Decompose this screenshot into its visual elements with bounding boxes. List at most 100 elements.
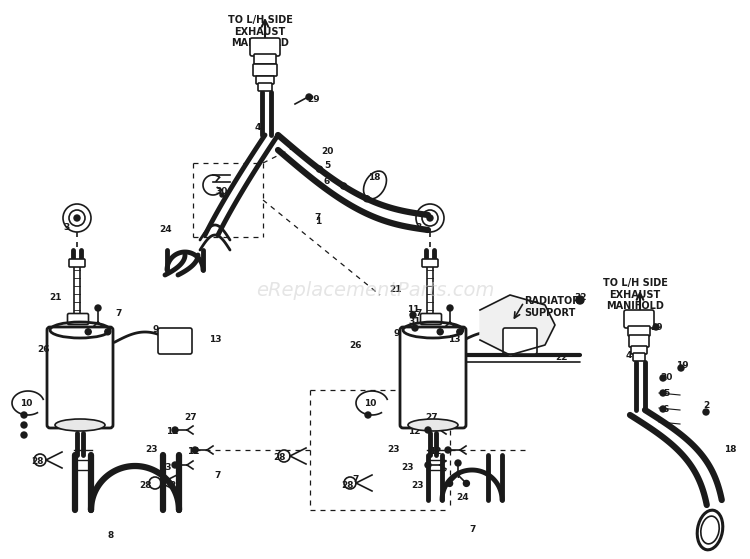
Circle shape <box>306 94 312 100</box>
FancyBboxPatch shape <box>422 259 438 267</box>
Text: 28: 28 <box>140 481 152 490</box>
Text: 20: 20 <box>660 373 672 382</box>
Text: 18: 18 <box>368 173 380 182</box>
Text: 23: 23 <box>170 481 182 490</box>
Circle shape <box>653 324 659 330</box>
FancyBboxPatch shape <box>256 76 274 84</box>
Text: 23: 23 <box>388 446 400 454</box>
Text: 23: 23 <box>400 463 413 472</box>
Circle shape <box>678 365 684 371</box>
FancyBboxPatch shape <box>400 327 466 428</box>
Text: 26: 26 <box>350 340 362 349</box>
Circle shape <box>172 462 178 468</box>
FancyBboxPatch shape <box>258 83 272 91</box>
FancyBboxPatch shape <box>421 314 442 325</box>
Text: 19: 19 <box>676 361 688 369</box>
Text: 30: 30 <box>216 187 228 197</box>
Text: 7: 7 <box>214 471 221 480</box>
Text: 13: 13 <box>448 335 460 344</box>
Text: 10: 10 <box>364 400 376 409</box>
Circle shape <box>95 305 101 311</box>
Ellipse shape <box>55 419 105 431</box>
Text: 12: 12 <box>408 428 420 437</box>
FancyBboxPatch shape <box>633 353 645 361</box>
Circle shape <box>445 447 451 453</box>
Text: 2: 2 <box>703 401 709 410</box>
Polygon shape <box>480 295 555 355</box>
Text: 3: 3 <box>416 224 422 233</box>
Circle shape <box>410 312 416 318</box>
Text: 21: 21 <box>390 286 402 295</box>
Text: 4: 4 <box>255 124 261 132</box>
Text: 31: 31 <box>409 318 422 326</box>
Circle shape <box>660 390 666 396</box>
FancyBboxPatch shape <box>250 38 280 56</box>
FancyBboxPatch shape <box>47 327 113 428</box>
Circle shape <box>365 412 371 418</box>
Text: 32: 32 <box>574 293 587 302</box>
Text: 27: 27 <box>184 414 197 423</box>
Text: 22: 22 <box>555 353 567 362</box>
Circle shape <box>427 215 433 221</box>
Circle shape <box>464 480 470 486</box>
Text: 8: 8 <box>108 532 114 541</box>
Text: 23: 23 <box>159 463 171 472</box>
Text: 29: 29 <box>308 96 320 105</box>
FancyBboxPatch shape <box>68 314 88 325</box>
Text: 24: 24 <box>160 225 172 234</box>
Text: 12: 12 <box>187 448 200 457</box>
Text: 3: 3 <box>63 224 69 233</box>
Text: 28: 28 <box>32 457 44 467</box>
Circle shape <box>21 422 27 428</box>
Circle shape <box>340 183 346 189</box>
Circle shape <box>21 412 27 418</box>
Text: 11: 11 <box>406 306 419 315</box>
Text: 1: 1 <box>315 217 321 226</box>
FancyBboxPatch shape <box>254 54 276 64</box>
Circle shape <box>220 193 224 197</box>
FancyBboxPatch shape <box>253 64 277 76</box>
Circle shape <box>105 329 111 335</box>
Text: RADIATOR
SUPPORT: RADIATOR SUPPORT <box>524 296 580 318</box>
Text: 23: 23 <box>146 446 158 454</box>
FancyBboxPatch shape <box>503 328 537 354</box>
Text: 7: 7 <box>352 476 359 485</box>
Circle shape <box>447 305 453 311</box>
Circle shape <box>21 432 27 438</box>
FancyBboxPatch shape <box>624 310 654 328</box>
Text: 27: 27 <box>426 414 438 423</box>
Text: 12: 12 <box>166 428 178 437</box>
Circle shape <box>172 427 178 433</box>
Circle shape <box>437 329 443 335</box>
Text: 28: 28 <box>342 481 354 490</box>
FancyBboxPatch shape <box>629 335 649 347</box>
Text: 9: 9 <box>394 329 400 338</box>
Circle shape <box>660 406 666 412</box>
Circle shape <box>316 166 322 172</box>
Text: 28: 28 <box>274 453 286 462</box>
Text: 4: 4 <box>626 350 632 359</box>
Circle shape <box>86 329 92 335</box>
Text: 7: 7 <box>456 471 462 480</box>
Text: 13: 13 <box>209 335 221 344</box>
Text: 23: 23 <box>412 481 424 490</box>
Circle shape <box>425 462 431 468</box>
Text: 24: 24 <box>457 494 470 503</box>
Text: 5: 5 <box>324 162 330 170</box>
Text: 21: 21 <box>50 293 62 302</box>
Text: 5: 5 <box>663 389 669 397</box>
Text: 29: 29 <box>651 323 663 331</box>
Text: 7: 7 <box>416 309 422 318</box>
Text: 6: 6 <box>324 178 330 187</box>
Text: 7: 7 <box>116 309 122 318</box>
FancyBboxPatch shape <box>158 328 192 354</box>
Text: 9: 9 <box>153 325 159 334</box>
Circle shape <box>703 409 709 415</box>
Text: 18: 18 <box>724 446 736 454</box>
Text: 12: 12 <box>429 448 441 457</box>
FancyBboxPatch shape <box>631 346 647 354</box>
Circle shape <box>192 447 198 453</box>
Text: 10: 10 <box>20 400 32 409</box>
Circle shape <box>660 375 666 381</box>
Text: 7: 7 <box>315 214 321 222</box>
